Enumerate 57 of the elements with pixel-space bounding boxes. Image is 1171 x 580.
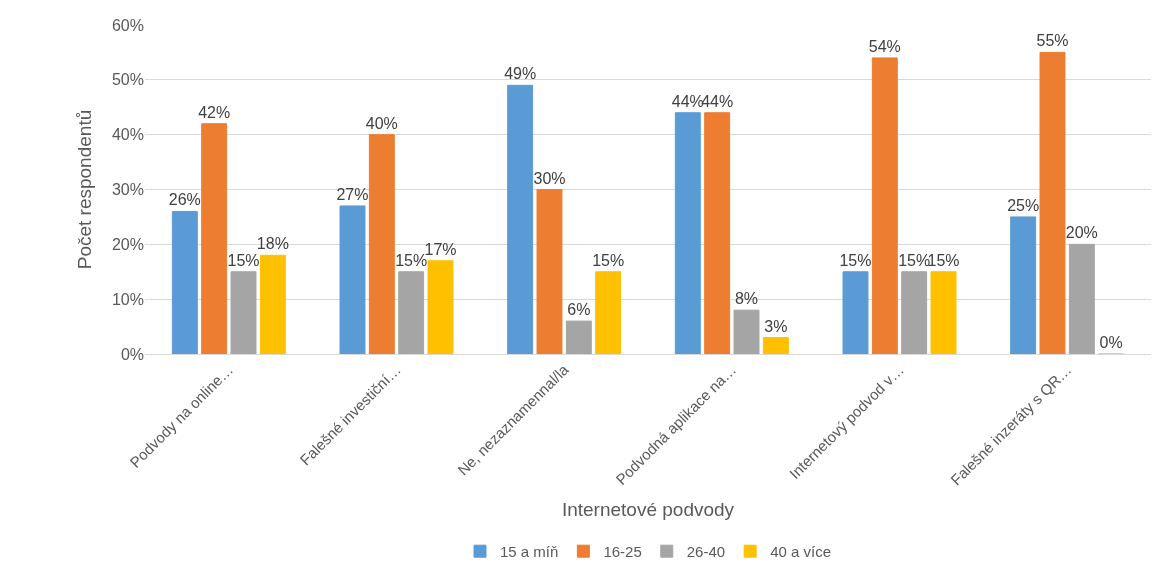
legend-label: 40 a více	[770, 543, 831, 561]
bar	[762, 337, 789, 354]
data-label: 40%	[365, 114, 398, 132]
data-label: 17%	[424, 240, 457, 258]
bar	[930, 271, 957, 354]
bar	[398, 271, 425, 354]
data-label: 25%	[1007, 196, 1040, 214]
legend-label: 15 a míň	[500, 543, 559, 561]
data-label: 49%	[504, 65, 537, 83]
data-label: 15%	[839, 251, 872, 269]
bar	[259, 254, 286, 354]
data-label: 42%	[198, 103, 231, 121]
data-label: 44%	[671, 92, 704, 110]
legend-label: 16-25	[603, 543, 642, 561]
bar	[674, 112, 701, 354]
y-tick-label: 0%	[120, 345, 144, 363]
bar	[368, 134, 395, 354]
data-label: 27%	[336, 185, 369, 203]
bar	[536, 189, 563, 354]
data-label: 55%	[1036, 32, 1069, 50]
data-label: 30%	[533, 169, 566, 187]
bar	[565, 320, 592, 354]
bar	[733, 309, 760, 354]
data-label: 0%	[1099, 334, 1123, 351]
bar	[1010, 216, 1037, 354]
data-label: 26%	[168, 191, 201, 209]
y-tick-label: 30%	[111, 181, 144, 199]
bar	[230, 271, 257, 354]
x-axis-title: Internetové podvody	[561, 499, 735, 521]
bar	[704, 112, 731, 354]
data-label: 15%	[592, 251, 625, 269]
data-label: 18%	[256, 235, 289, 253]
y-tick-label: 40%	[111, 126, 144, 144]
legend-label: 26-40	[686, 543, 726, 561]
bar	[842, 271, 869, 354]
bar	[201, 123, 228, 354]
y-tick-label: 10%	[111, 290, 144, 308]
bar	[871, 57, 898, 354]
bar	[171, 210, 198, 354]
data-label: 15%	[227, 251, 260, 269]
data-label: 6%	[567, 301, 591, 319]
data-label: 44%	[701, 92, 734, 110]
bar	[507, 84, 534, 354]
y-tick-label: 50%	[111, 71, 144, 89]
y-tick-label: 20%	[111, 235, 144, 253]
bar	[1039, 51, 1066, 354]
data-label: 20%	[1065, 224, 1098, 242]
bar	[339, 205, 366, 354]
y-tick-label: 60%	[111, 16, 144, 34]
y-axis-title: Počet respondentů	[73, 109, 95, 270]
bar	[901, 271, 928, 354]
data-label: 8%	[734, 290, 759, 308]
bar	[427, 260, 454, 354]
data-label: 54%	[868, 37, 901, 55]
bar	[595, 271, 622, 354]
bar	[1068, 243, 1095, 354]
data-label: 3%	[764, 317, 788, 335]
